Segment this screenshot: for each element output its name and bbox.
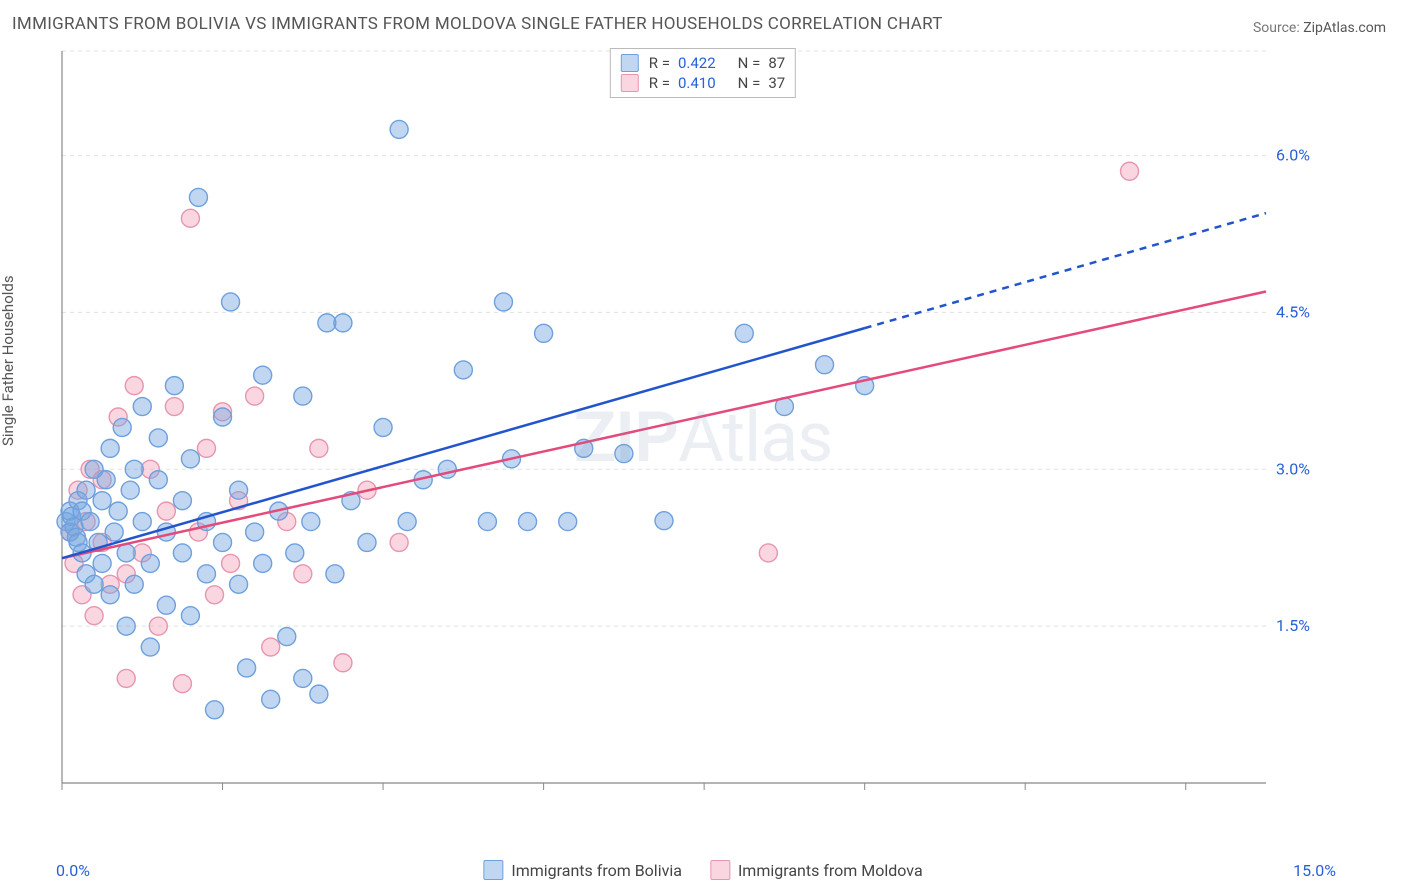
n-value-1: 87 bbox=[768, 54, 785, 72]
source-value: ZipAtlas.com bbox=[1303, 20, 1386, 36]
r-label-1: R = bbox=[649, 54, 670, 72]
r-value-1: 0.422 bbox=[678, 54, 716, 72]
x-min-label: 0.0% bbox=[56, 861, 90, 880]
svg-text:1.5%: 1.5% bbox=[1276, 616, 1310, 635]
series1-swatch bbox=[621, 54, 639, 72]
source-label: Source: bbox=[1253, 20, 1303, 36]
legend-row-1: R = 0.422 N = 87 bbox=[621, 53, 785, 73]
n-label-1: N = bbox=[738, 54, 761, 72]
legend-row-2: R = 0.410 N = 37 bbox=[621, 73, 785, 93]
r-value-2: 0.410 bbox=[678, 74, 716, 92]
chart-container: IMMIGRANTS FROM BOLIVIA VS IMMIGRANTS FR… bbox=[0, 0, 1406, 892]
svg-text:3.0%: 3.0% bbox=[1276, 459, 1310, 478]
series1-swatch-bottom bbox=[483, 860, 503, 880]
r-label-2: R = bbox=[649, 74, 670, 92]
series-legend: Immigrants from Bolivia Immigrants from … bbox=[483, 860, 922, 880]
n-value-2: 37 bbox=[768, 74, 785, 92]
chart-title: IMMIGRANTS FROM BOLIVIA VS IMMIGRANTS FR… bbox=[12, 14, 943, 34]
legend-item-1: Immigrants from Bolivia bbox=[483, 860, 682, 880]
svg-text:6.0%: 6.0% bbox=[1276, 146, 1310, 165]
x-max-label: 15.0% bbox=[1293, 861, 1336, 880]
series2-swatch bbox=[621, 74, 639, 92]
n-label-2: N = bbox=[738, 74, 761, 92]
legend-item-2: Immigrants from Moldova bbox=[710, 860, 923, 880]
scatter-plot: 1.5% 3.0% 4.5% 6.0% bbox=[56, 45, 1336, 815]
y-axis-label: Single Father Households bbox=[0, 275, 17, 446]
svg-text:4.5%: 4.5% bbox=[1276, 302, 1310, 321]
source-attribution: Source: ZipAtlas.com bbox=[1253, 20, 1386, 36]
series2-name: Immigrants from Moldova bbox=[738, 861, 923, 880]
series2-swatch-bottom bbox=[710, 860, 730, 880]
series1-name: Immigrants from Bolivia bbox=[511, 861, 682, 880]
correlation-legend: R = 0.422 N = 87 R = 0.410 N = 37 bbox=[610, 48, 796, 98]
